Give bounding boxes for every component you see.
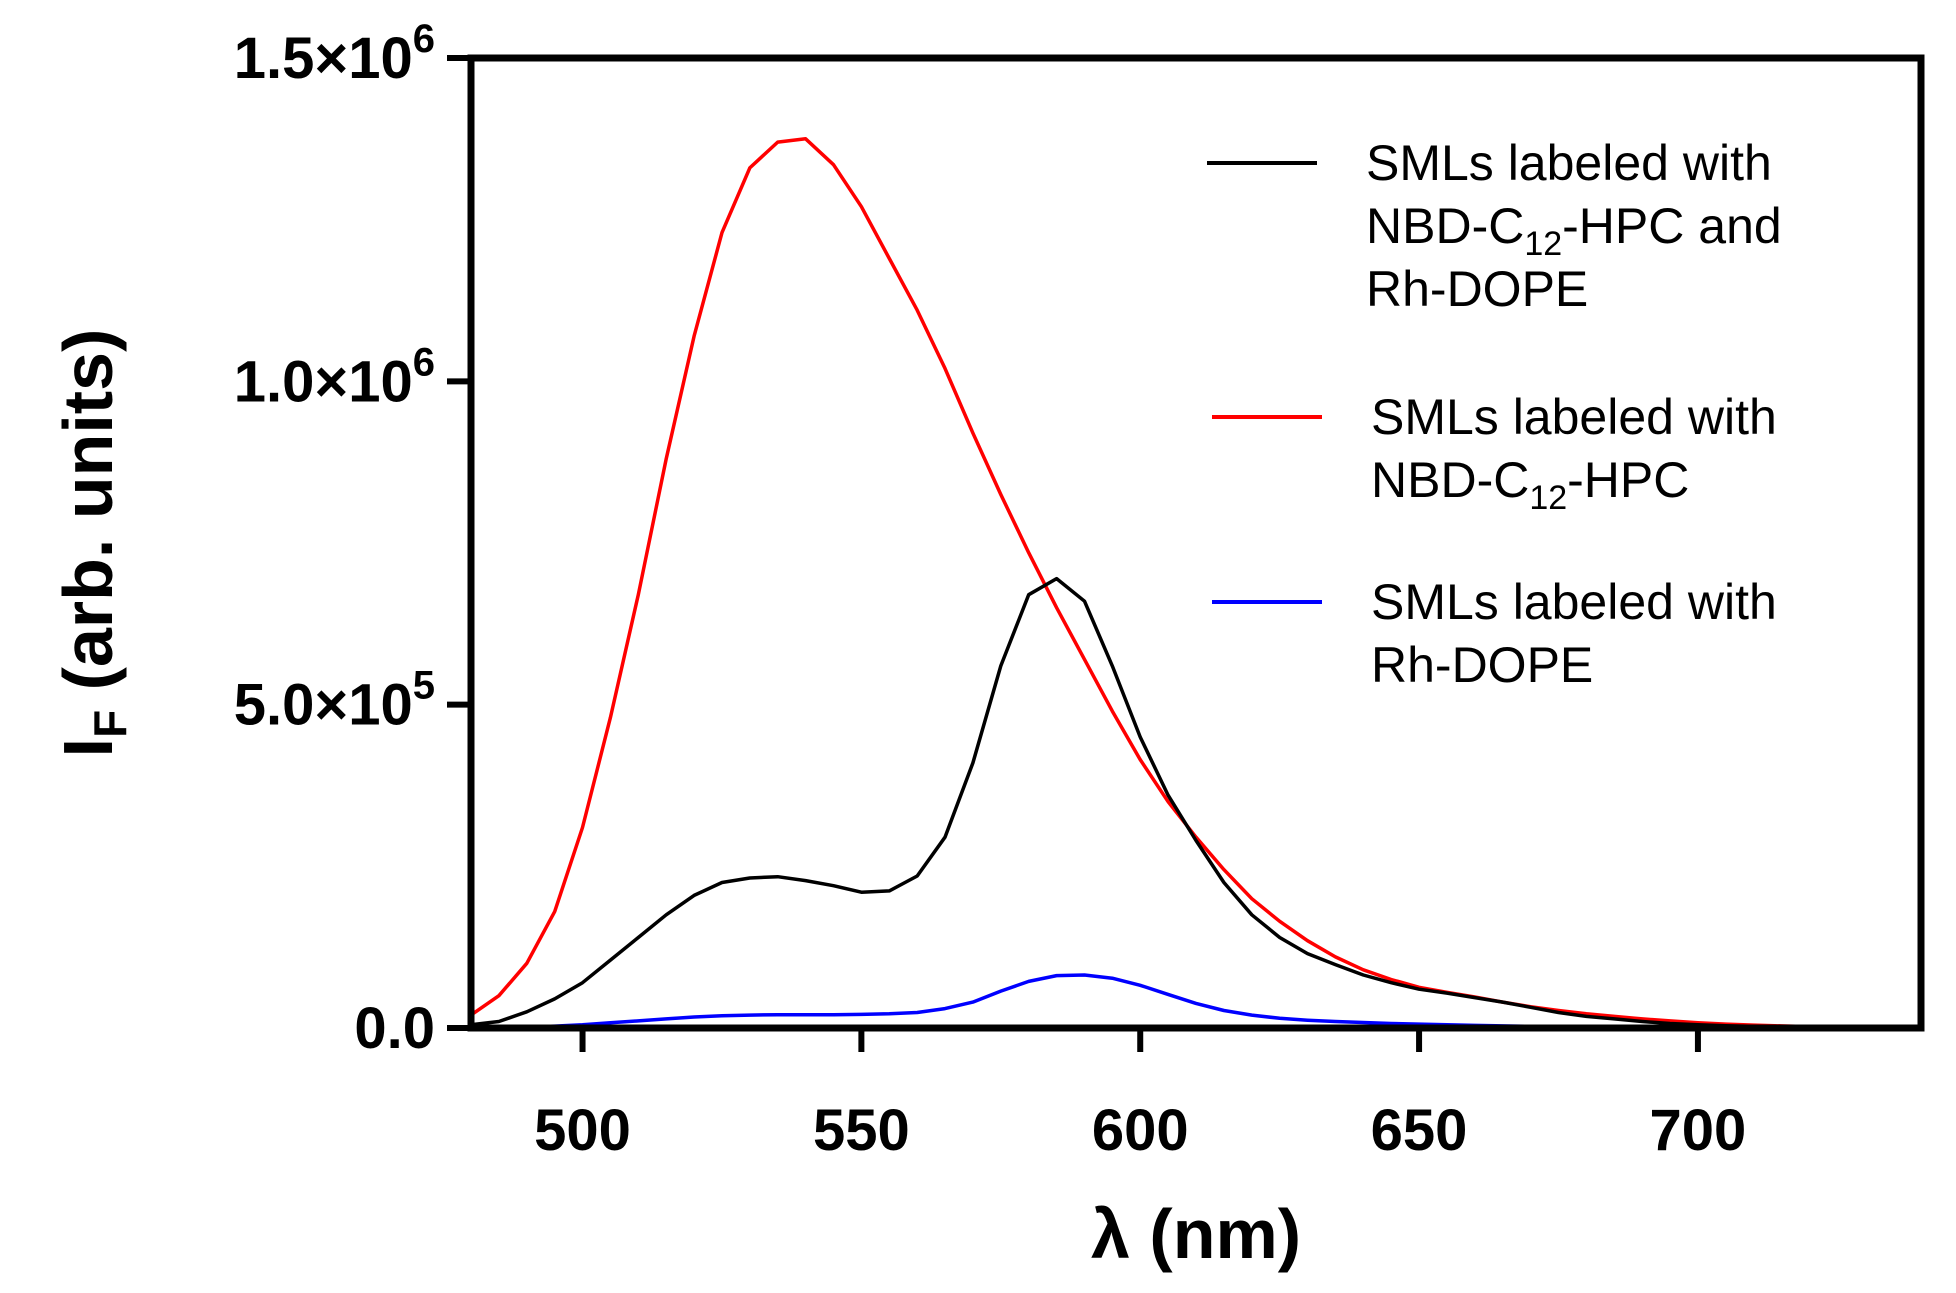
y-tick-label-2: 1.0×106 xyxy=(234,340,435,414)
y-tick-label-1: 5.0×105 xyxy=(234,664,435,738)
plot-frame xyxy=(467,54,1925,1032)
x-tick-label-650: 650 xyxy=(1371,1098,1468,1163)
x-tick-label-500: 500 xyxy=(534,1098,631,1163)
y-axis-title-subscript: F xyxy=(84,710,136,738)
legend-entry-2: SMLs labeled with Rh-DOPE xyxy=(1212,574,1777,693)
legend-entry-1-line-1: NBD-C12-HPC xyxy=(1371,452,1689,517)
x-tick-label-600: 600 xyxy=(1092,1098,1189,1163)
legend-entry-1-line-0: SMLs labeled with xyxy=(1371,389,1777,445)
y-tick-label-3: 1.5×106 xyxy=(234,17,435,91)
y-axis-title-main: I xyxy=(49,738,127,757)
legend-entry-0-line-0: SMLs labeled with xyxy=(1366,135,1772,191)
legend-entry-2-line-1: Rh-DOPE xyxy=(1371,637,1593,693)
legend-entry-0-line-1: NBD-C12-HPC and xyxy=(1366,198,1782,263)
x-axis: 500 550 600 650 700 xyxy=(534,1028,1746,1163)
legend-entry-0-line-2: Rh-DOPE xyxy=(1366,261,1588,317)
legend-entry-1: SMLs labeled with NBD-C12-HPC xyxy=(1212,389,1777,517)
x-axis-title: λ (nm) xyxy=(1091,1195,1301,1273)
legend-entry-2-line-0: SMLs labeled with xyxy=(1371,574,1777,630)
y-axis-title: IF (arb. units) xyxy=(49,329,136,758)
series-2-line xyxy=(470,973,1921,1030)
y-axis-title-rest: (arb. units) xyxy=(49,329,127,710)
x-tick-label-700: 700 xyxy=(1650,1098,1747,1163)
y-axis: 0.0 5.0×105 1.0×106 1.5×106 xyxy=(234,17,471,1061)
series-0-line xyxy=(470,576,1922,1030)
y-tick-label-0: 0.0 xyxy=(354,996,435,1061)
x-tick-label-550: 550 xyxy=(813,1098,910,1163)
